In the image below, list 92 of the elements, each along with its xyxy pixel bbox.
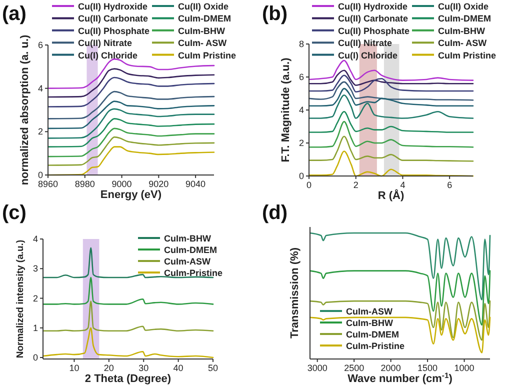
x-tick-label: 1500 <box>418 363 438 373</box>
line-series <box>47 90 215 120</box>
legend-label: CuIm-DMEM <box>178 14 231 24</box>
y-axis-title: Transmission (%) <box>289 247 301 339</box>
x-tick-label: 2500 <box>344 363 364 373</box>
legend-label: CuIm-BHW <box>164 234 212 244</box>
line-series <box>47 118 215 148</box>
y-tick-label: 6 <box>298 72 304 82</box>
legend-label: Cu(II) Phosphate <box>338 26 410 36</box>
legend-label: CuIm- ASW <box>438 38 488 48</box>
line-series <box>42 300 214 332</box>
y-tick-label: 4 <box>298 105 304 115</box>
legend-label: CuIm Pristine <box>438 50 496 60</box>
x-axis-title: 2 Theta (Degree) <box>84 373 172 385</box>
line-series <box>47 100 215 130</box>
legend-label: CuIm-Pristine <box>346 341 405 351</box>
line-series <box>308 94 474 119</box>
chart-title: (a) <box>2 3 26 25</box>
legend-label: Cu(II) Hydroxide <box>338 2 408 12</box>
y-tick-label: 4 <box>32 234 38 244</box>
x-axis-title: Wave number (cm$^{-1}$) <box>348 370 453 385</box>
line-series <box>47 68 215 98</box>
line-series <box>308 70 474 86</box>
line-series <box>308 111 474 133</box>
y-axis-title: F.T. Magnitude (a.u.) <box>280 57 292 162</box>
legend-label: Cu(I) Chloride <box>78 50 138 60</box>
y-tick-label: 0 <box>32 352 38 363</box>
legend-label: CuIm-BHW <box>178 26 226 36</box>
line-series <box>308 81 474 101</box>
x-tick-label: 20 <box>104 363 114 373</box>
legend-label: Cu(II) Carbonate <box>338 14 408 24</box>
y-tick-label: 0 <box>38 170 43 180</box>
x-tick-label: 9040 <box>186 179 206 189</box>
y-tick-label: 2 <box>298 138 304 148</box>
legend-label: Cu(II) Carbonate <box>78 14 148 24</box>
x-tick-label: 2 <box>353 180 358 190</box>
legend-label: Cu(II) Oxide <box>438 2 489 12</box>
y-tick-label: 8 <box>298 39 304 49</box>
x-tick-label: 4 <box>400 180 406 190</box>
y-tick-label: 2 <box>38 126 43 137</box>
legend-label: CuIm-ASW <box>164 256 211 266</box>
x-tick-label: 3000 <box>307 363 328 373</box>
line-series <box>47 76 215 108</box>
legend-label: CuIm-DMEM <box>164 245 217 255</box>
x-tick-label: 0 <box>306 180 312 190</box>
legend-label: Cu(II) Hydroxide <box>78 2 148 12</box>
x-tick-label: 30 <box>138 363 149 373</box>
y-tick-label: 4 <box>38 83 43 94</box>
chart-title: (d) <box>262 202 288 224</box>
legend-label: CuIm-Pristine <box>164 268 223 278</box>
x-axis-title: R (Å) <box>378 189 404 202</box>
line-series <box>308 120 474 148</box>
legend-label: Cu(II) Nitrate <box>78 38 132 48</box>
y-tick-label: 6 <box>38 40 43 50</box>
chart-title: (c) <box>2 202 26 224</box>
legend-label: CuIm Pristine <box>178 50 236 60</box>
x-tick-label: 9000 <box>112 179 132 189</box>
x-axis-title: Energy (eV) <box>100 189 162 201</box>
legend-label: CuIm- ASW <box>178 38 228 48</box>
line-series <box>308 88 474 107</box>
legend-label: Cu(II) Oxide <box>178 2 229 12</box>
line-series <box>42 276 214 305</box>
y-axis-title: Normalized intensity (a.u.) <box>15 240 26 358</box>
line-series <box>308 136 474 162</box>
legend-label: Cu(II) Nitrate <box>338 38 392 48</box>
y-tick-label: 2 <box>32 293 38 304</box>
chart-title: (b) <box>262 3 288 25</box>
legend-label: Cu(I) Chloride <box>338 50 398 60</box>
x-tick-label: 10 <box>69 363 80 373</box>
x-tick-label: 8960 <box>38 179 58 189</box>
legend-label: CuIm-DMEM <box>346 330 399 340</box>
y-axis-title: normalized absorption (a. u.) <box>19 34 31 186</box>
line-series <box>47 108 215 139</box>
legend-label: CuIm-BHW <box>346 318 394 328</box>
x-tick-label: 9020 <box>148 179 169 189</box>
line-series <box>47 136 215 166</box>
line-series <box>47 128 215 158</box>
y-tick-label: 0 <box>298 171 304 181</box>
y-tick-label: 3 <box>32 264 38 274</box>
y-tick-label: 1 <box>32 322 38 333</box>
x-tick-label: 2000 <box>380 363 401 373</box>
x-tick-label: 6 <box>447 180 452 190</box>
x-tick-label: 50 <box>208 363 218 373</box>
legend-label: Cu(II) Phosphate <box>78 26 150 36</box>
x-tick-label: 1000 <box>454 363 474 373</box>
line-series <box>308 60 474 81</box>
line-series <box>308 74 474 92</box>
legend-label: CuIm-DMEM <box>438 14 491 24</box>
legend-label: CuIm-BHW <box>438 26 486 36</box>
x-tick-label: 40 <box>173 363 184 373</box>
legend-label: CuIm-ASW <box>346 306 393 316</box>
x-tick-label: 8980 <box>74 179 95 189</box>
